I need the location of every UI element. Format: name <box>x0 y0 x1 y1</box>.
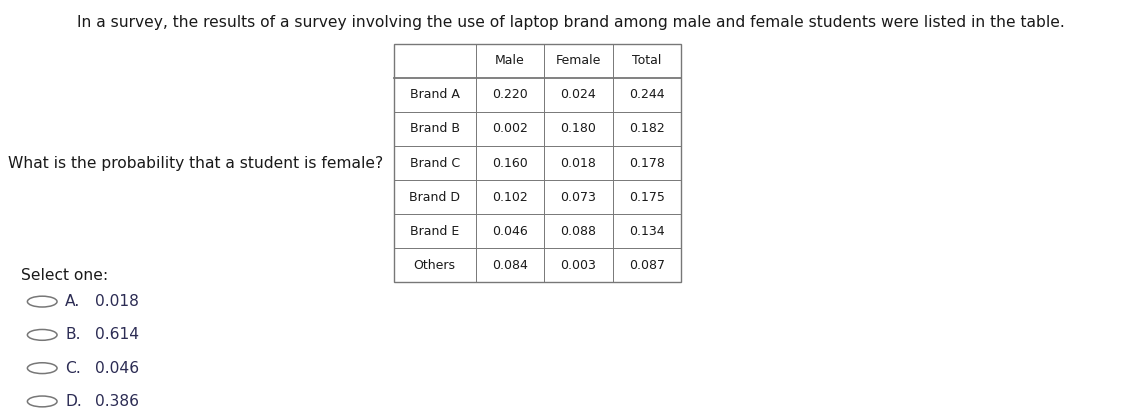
Text: 0.220: 0.220 <box>492 88 528 102</box>
Text: 0.088: 0.088 <box>560 225 597 238</box>
Text: What is the probability that a student is female?: What is the probability that a student i… <box>8 156 383 171</box>
Text: 0.046: 0.046 <box>492 225 528 238</box>
Bar <box>394 44 681 282</box>
Text: 0.084: 0.084 <box>492 259 528 272</box>
Text: 0.386: 0.386 <box>95 394 139 409</box>
Text: 0.102: 0.102 <box>492 191 528 204</box>
Text: Select one:: Select one: <box>21 268 107 283</box>
Text: 0.175: 0.175 <box>629 191 665 204</box>
Text: B.: B. <box>65 327 81 342</box>
Text: 0.134: 0.134 <box>629 225 665 238</box>
Text: Male: Male <box>495 54 525 67</box>
Text: 0.073: 0.073 <box>560 191 597 204</box>
Text: Brand B: Brand B <box>410 122 460 136</box>
Text: Others: Others <box>414 259 455 272</box>
Text: 0.180: 0.180 <box>560 122 597 136</box>
Text: Brand C: Brand C <box>410 156 460 170</box>
Text: 0.003: 0.003 <box>560 259 597 272</box>
Text: 0.160: 0.160 <box>492 156 528 170</box>
Text: Brand A: Brand A <box>410 88 460 102</box>
Text: 0.046: 0.046 <box>95 361 139 376</box>
Text: In a survey, the results of a survey involving the use of laptop brand among mal: In a survey, the results of a survey inv… <box>76 15 1065 30</box>
Text: 0.002: 0.002 <box>492 122 528 136</box>
Text: 0.244: 0.244 <box>629 88 665 102</box>
Text: D.: D. <box>65 394 82 409</box>
Text: Female: Female <box>556 54 601 67</box>
Text: Brand D: Brand D <box>410 191 460 204</box>
Text: 0.018: 0.018 <box>560 156 597 170</box>
Text: 0.087: 0.087 <box>629 259 665 272</box>
Text: 0.614: 0.614 <box>95 327 139 342</box>
Text: 0.024: 0.024 <box>560 88 597 102</box>
Text: A.: A. <box>65 294 80 309</box>
Text: Total: Total <box>632 54 662 67</box>
Text: 0.018: 0.018 <box>95 294 138 309</box>
Text: 0.182: 0.182 <box>629 122 665 136</box>
Text: Brand E: Brand E <box>410 225 460 238</box>
Text: 0.178: 0.178 <box>629 156 665 170</box>
Text: C.: C. <box>65 361 81 376</box>
